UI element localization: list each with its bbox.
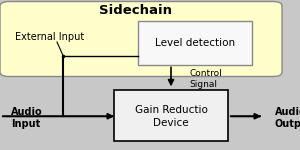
Text: Control
Signal: Control Signal: [189, 69, 222, 89]
Text: Audio
Input: Audio Input: [11, 106, 42, 129]
Text: Audio
Output: Audio Output: [274, 106, 300, 129]
Bar: [114, 90, 228, 141]
Text: Gain Reductio
Device: Gain Reductio Device: [135, 105, 207, 128]
FancyBboxPatch shape: [0, 2, 282, 76]
Text: External Input: External Input: [15, 32, 84, 42]
Bar: [138, 21, 252, 64]
Text: Sidechain: Sidechain: [98, 4, 172, 17]
Text: Level detection: Level detection: [155, 38, 235, 48]
